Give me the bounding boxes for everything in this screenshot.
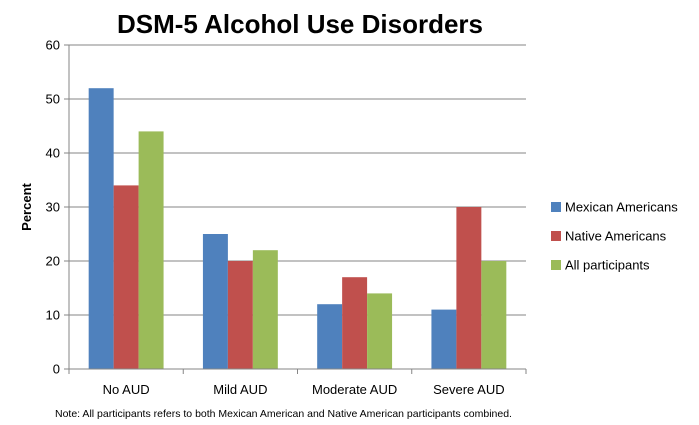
x-tick-labels: No AUD Mild AUD Moderate AUD Severe AUD (103, 382, 505, 397)
legend-swatch (551, 202, 561, 212)
bar-mexican-americans-severe-aud (431, 309, 457, 369)
bar-native-americans-no-aud (113, 185, 139, 369)
bar-all-participants-no-aud (138, 131, 164, 369)
axes (68, 45, 527, 374)
y-tick-label: 10 (46, 308, 60, 323)
y-axis-title: Percent (19, 182, 34, 230)
bars (88, 88, 507, 369)
y-tick-label: 60 (46, 38, 60, 53)
legend: Mexican Americans Native Americans All par… (551, 200, 678, 273)
legend-swatch (551, 260, 561, 270)
x-tick-label: Severe AUD (433, 382, 505, 397)
y-tick-label: 30 (46, 200, 60, 215)
bar-native-americans-mild-aud (227, 261, 253, 369)
y-tick-label: 40 (46, 146, 60, 161)
bar-native-americans-severe-aud (456, 207, 482, 369)
bar-all-participants-severe-aud (481, 261, 507, 369)
bar-mexican-americans-no-aud (88, 88, 114, 369)
x-tick-label: Mild AUD (213, 382, 267, 397)
y-tick-labels: 0 10 20 30 40 50 60 (46, 38, 60, 377)
legend-swatch (551, 231, 561, 241)
y-tick-label: 0 (53, 362, 60, 377)
chart-title: DSM-5 Alcohol Use Disorders (117, 9, 483, 39)
legend-label: Mexican Americans (565, 200, 678, 215)
bar-all-participants-mild-aud (252, 250, 278, 369)
bar-all-participants-moderate-aud (367, 293, 393, 369)
legend-label: Native Americans (565, 229, 667, 244)
bar-mexican-americans-moderate-aud (317, 304, 343, 369)
x-tick-label: No AUD (103, 382, 150, 397)
y-tick-label: 50 (46, 92, 60, 107)
y-tick-label: 20 (46, 254, 60, 269)
chart-note: Note: All participants refers to both Me… (55, 408, 512, 420)
bar-native-americans-moderate-aud (342, 277, 368, 369)
legend-label: All participants (565, 258, 650, 273)
x-tick-label: Moderate AUD (312, 382, 397, 397)
bar-mexican-americans-mild-aud (202, 234, 228, 369)
